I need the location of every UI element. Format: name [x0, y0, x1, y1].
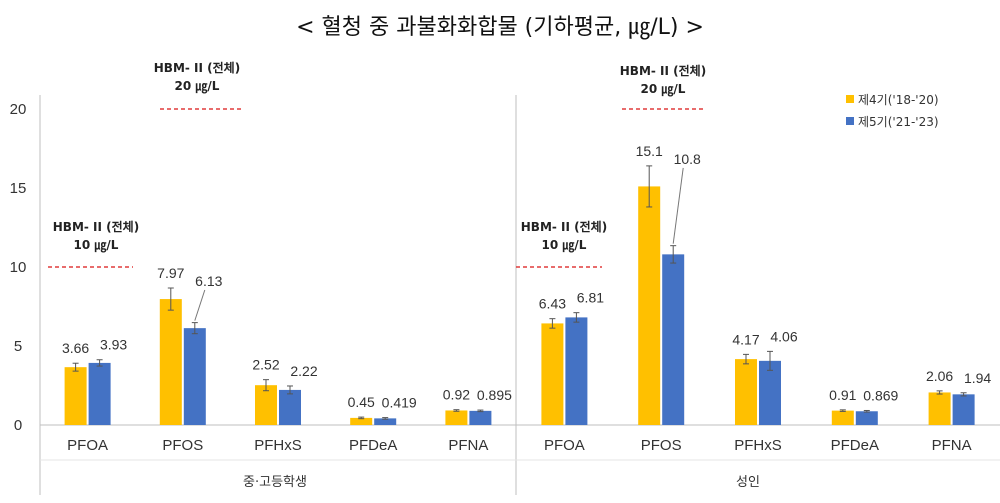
data-label: 2.22	[290, 363, 317, 379]
bar	[952, 394, 975, 425]
legend-swatch	[846, 117, 854, 125]
data-label: 0.92	[443, 387, 470, 403]
bar	[183, 328, 206, 425]
x-tick-label: PFOA	[67, 437, 108, 454]
data-label: 0.91	[829, 387, 856, 403]
bar	[469, 410, 492, 425]
bar	[88, 362, 111, 425]
annotation-title: HBM- II (전체)	[521, 219, 607, 234]
data-label: 7.97	[157, 265, 184, 281]
data-label: 0.869	[863, 387, 898, 403]
annotation-title: HBM- II (전체)	[620, 63, 706, 78]
bar	[255, 385, 277, 425]
bar	[662, 254, 685, 425]
data-label: 2.52	[252, 357, 279, 373]
legend-swatch	[846, 95, 854, 103]
data-label: 1.94	[964, 370, 991, 386]
data-label: 6.13	[195, 273, 222, 289]
y-tick-label: 20	[10, 101, 27, 118]
annotation-title: HBM- II (전체)	[53, 219, 139, 234]
annotation-value: 20 ㎍/L	[641, 82, 686, 97]
bar	[638, 186, 661, 425]
data-label: 0.895	[477, 387, 512, 403]
x-tick-label: PFOA	[544, 437, 585, 454]
bar	[279, 389, 301, 425]
x-tick-label: PFHxS	[254, 437, 302, 454]
data-label: 3.66	[62, 340, 89, 356]
x-tick-label: PFNA	[448, 437, 488, 454]
y-tick-label: 10	[10, 259, 27, 276]
data-label: 6.43	[539, 296, 566, 312]
data-label: 3.93	[100, 337, 127, 353]
bar	[831, 410, 854, 425]
annotation-value: 10 ㎍/L	[74, 238, 119, 253]
y-tick-label: 5	[14, 338, 22, 355]
annotation-title: HBM- II (전체)	[154, 60, 240, 75]
x-tick-label: PFOS	[162, 437, 203, 454]
group-label: 중·고등학생	[243, 475, 307, 490]
bar	[565, 317, 588, 425]
x-tick-label: PFOS	[641, 437, 682, 454]
bar	[64, 367, 87, 425]
y-tick-label: 15	[10, 180, 27, 197]
y-tick-label: 0	[14, 417, 22, 434]
bar	[855, 411, 878, 425]
bar	[541, 323, 564, 425]
x-tick-label: PFNA	[932, 437, 972, 454]
legend-label: 제5기('21-'23)	[858, 115, 939, 129]
bar	[735, 359, 757, 425]
data-label: 10.8	[674, 151, 701, 167]
leader-line	[194, 289, 206, 321]
bar	[928, 392, 951, 425]
leader-line	[672, 167, 684, 244]
data-label: 2.06	[926, 368, 953, 384]
data-label: 6.81	[577, 290, 604, 306]
bar	[350, 417, 373, 425]
annotation-value: 20 ㎍/L	[175, 79, 220, 94]
x-tick-label: PFDeA	[831, 437, 879, 454]
x-tick-label: PFHxS	[734, 437, 782, 454]
data-label: 4.06	[770, 328, 797, 344]
data-label: 15.1	[636, 143, 663, 159]
legend-label: 제4기('18-'20)	[858, 93, 939, 107]
bar	[374, 418, 397, 425]
x-tick-label: PFDeA	[349, 437, 397, 454]
bar	[759, 360, 781, 425]
bar	[445, 410, 468, 425]
data-label: 0.419	[382, 395, 417, 411]
annotation-value: 10 ㎍/L	[542, 238, 587, 253]
group-label: 성인	[736, 475, 760, 490]
data-label: 0.45	[348, 394, 375, 410]
bar	[159, 299, 182, 425]
chart-title: < 혈청 중 과불화화합물 (기하평균, ㎍/L) >	[296, 15, 704, 41]
data-label: 4.17	[732, 331, 759, 347]
